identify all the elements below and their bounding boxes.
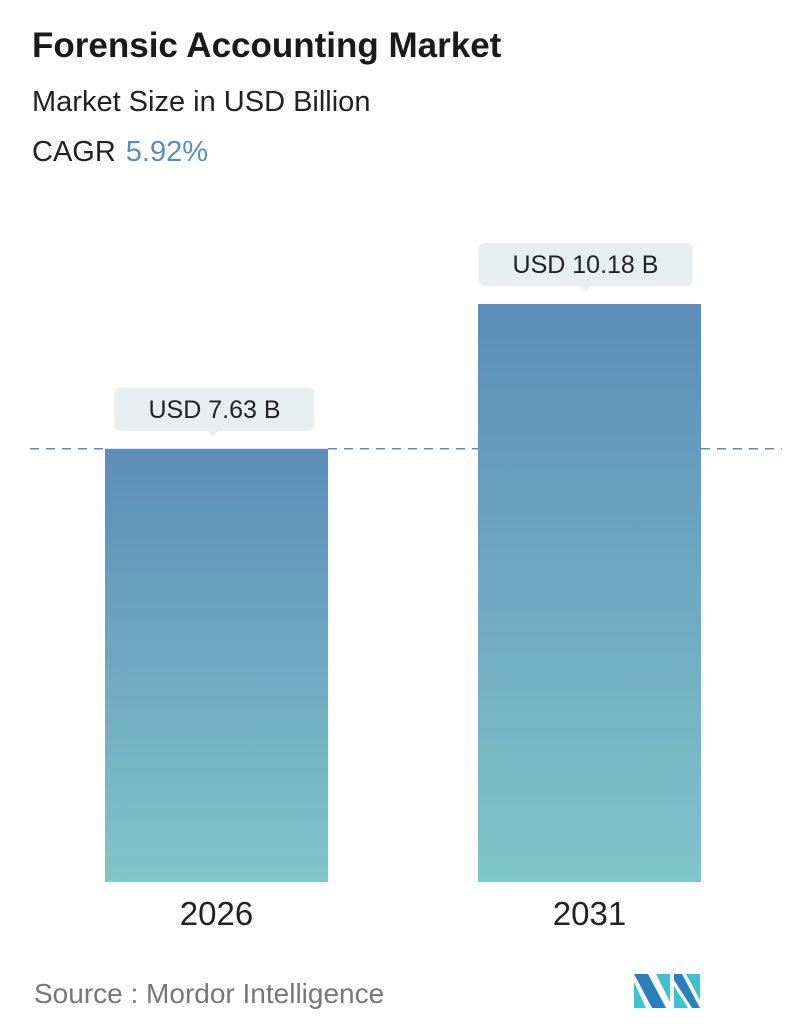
mordor-logo <box>634 974 700 1008</box>
x-tick-label: 2031 <box>553 895 626 932</box>
data-label-pointer <box>207 430 218 437</box>
data-label-box <box>114 387 315 431</box>
bar-2031 <box>478 304 701 882</box>
bar-2026 <box>105 448 328 882</box>
bar-chart: USD 7.63 B 2026 USD 10.18 B 2031 <box>30 243 782 932</box>
data-label-pointer <box>580 286 591 292</box>
x-tick-label: 2026 <box>180 895 253 932</box>
chart-title: Forensic Accounting Market <box>32 26 502 65</box>
cagr-label: CAGR <box>32 136 116 168</box>
data-label: USD 7.63 B <box>148 396 280 424</box>
data-label: USD 10.18 B <box>513 251 659 279</box>
data-label-box <box>478 243 693 286</box>
source-text: Source : Mordor Intelligence <box>34 978 385 1009</box>
cagr: CAGR 5.92% <box>32 136 208 169</box>
chart-subtitle: Market Size in USD Billion <box>32 86 371 118</box>
cagr-value: 5.92% <box>125 136 209 168</box>
